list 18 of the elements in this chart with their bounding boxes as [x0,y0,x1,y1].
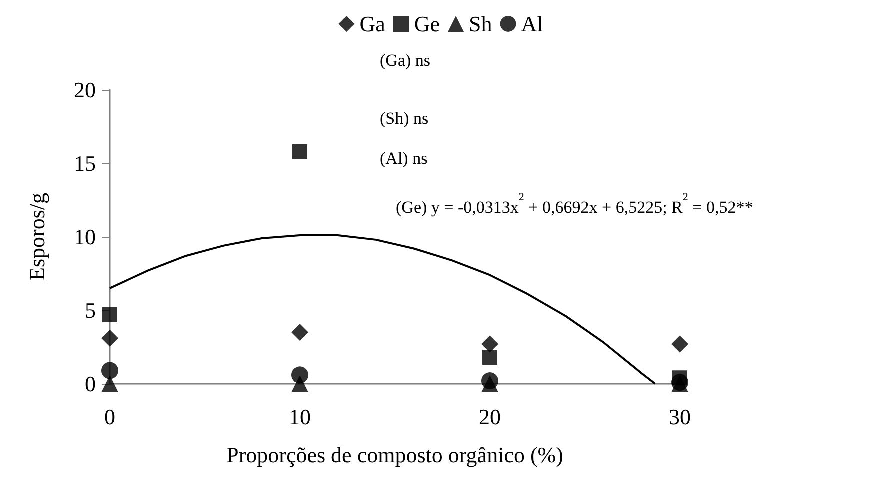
x-tick-label: 30 [669,404,691,430]
y-tick-label: 20 [74,78,96,102]
y-axis-title: Esporos/g [24,193,50,281]
y-tick-label: 5 [85,298,96,323]
annotation: (Sh) ns [380,109,429,128]
y-tick-label: 0 [85,372,96,396]
legend-label: Al [521,12,544,36]
y-tick-label: 10 [74,224,96,250]
x-tick-label: 0 [104,404,116,430]
legend-label: Ga [360,12,386,36]
x-axis-title: Proporções de composto orgânico (%) [226,442,564,468]
x-tick-label: 10 [289,404,311,430]
y-tick-label: 15 [74,151,96,176]
annotation: (Al) ns [380,149,428,168]
legend-label: Sh [469,12,492,36]
x-tick-label: 20 [479,404,501,430]
legend-label: Ge [414,12,440,36]
text: (Ga) ns [380,51,431,70]
